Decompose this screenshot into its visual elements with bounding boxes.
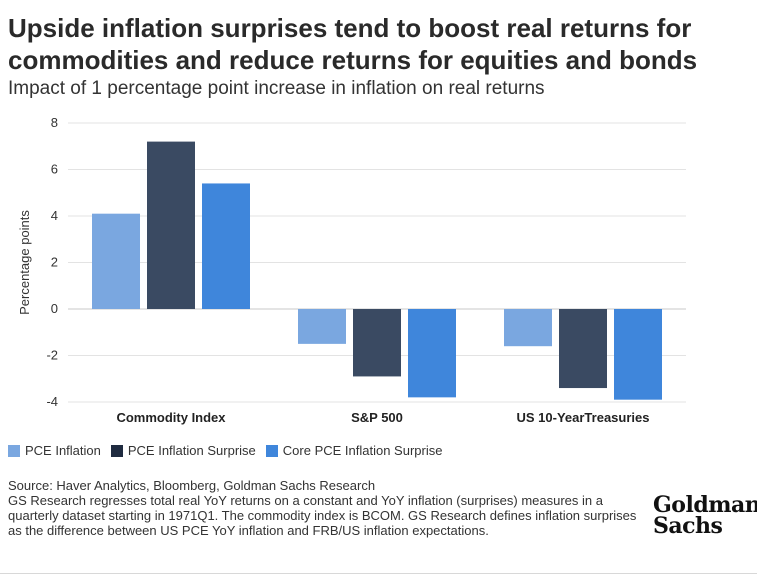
goldman-sachs-logo: Goldman Sachs [653,492,757,539]
legend-item-core-pce-inflation-surprise: Core PCE Inflation Surprise [265,443,443,458]
x-tick-label: US 10-YearTreasuries [517,410,650,425]
legend-item-pce-inflation-surprise: PCE Inflation Surprise [110,443,256,458]
bar [92,213,140,309]
chart-subtitle: Impact of 1 percentage point increase in… [8,78,545,99]
legend: PCE Inflation PCE Inflation Surprise Cor… [8,443,452,458]
y-axis-label: Percentage points [17,210,32,315]
legend-swatch [8,444,20,457]
bar [614,309,662,400]
legend-item-pce-inflation: PCE Inflation [8,443,101,458]
legend-label: PCE Inflation Surprise [127,443,256,458]
bar [202,183,250,309]
bar-chart: 8 6 4 2 0 -2 -4 Percentage points Commodity Inde… [17,115,686,425]
y-tick-label: -2 [46,348,58,363]
legend-label: PCE Inflation [25,443,101,458]
logo-line-1: Goldman [653,492,757,518]
x-tick-label: S&P 500 [351,410,403,425]
legend-label: Core PCE Inflation Surprise [282,443,443,458]
bottom-divider [0,573,757,574]
bar [408,309,456,398]
bar [298,309,346,344]
legend-swatch [110,444,123,457]
bar [147,141,195,309]
y-tick-label: 0 [51,301,58,316]
logo-line-2: Sachs [653,513,723,539]
y-tick-label: 2 [51,255,58,270]
y-tick-label: 8 [51,115,58,130]
footer: Source: Haver Analytics, Bloomberg, Gold… [8,478,638,538]
y-tick-label: 6 [51,162,58,177]
bar [353,309,401,377]
y-tick-label: -4 [46,394,58,409]
x-tick-label: Commodity Index [116,410,226,425]
source-note: Source: Haver Analytics, Bloomberg, Gold… [8,478,376,493]
bar [504,309,552,347]
legend-swatch [265,444,278,457]
methodology-note: GS Research regresses total real YoY ret… [8,493,637,538]
y-tick-label: 4 [51,208,58,223]
chart-title: Upside inflation surprises tend to boost… [8,13,698,75]
bar [559,309,607,389]
